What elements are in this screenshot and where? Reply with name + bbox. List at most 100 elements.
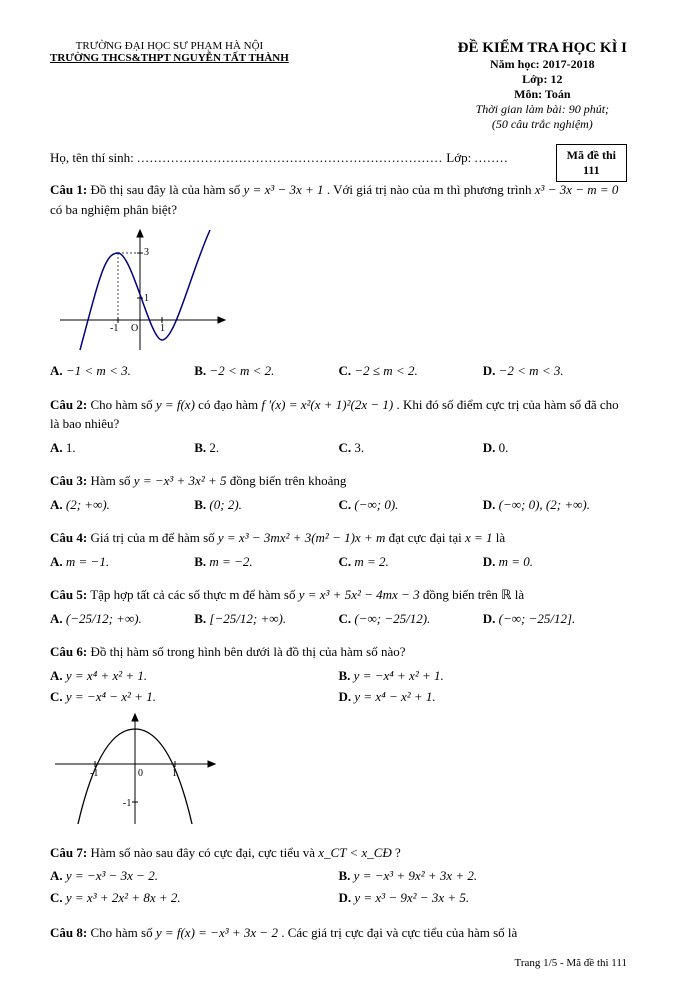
- svg-text:O: O: [131, 323, 138, 334]
- question-2: Câu 2: Cho hàm số y = f(x) có đạo hàm f …: [50, 395, 627, 458]
- q7-C: y = x³ + 2x² + 8x + 2.: [66, 890, 181, 905]
- q1-text-b: . Với giá trị nào của m thì phương trình: [327, 182, 535, 197]
- code-label: Mã đề thi: [567, 148, 616, 163]
- question-7: Câu 7: Hàm số nào sau đây có cực đại, cự…: [50, 843, 627, 910]
- exam-code-box: Mã đề thi 111: [556, 144, 627, 182]
- subject: Môn: Toán: [458, 87, 627, 102]
- q4-text-a: Giá trị của m để hàm số: [90, 530, 217, 545]
- q1-C: −2 ≤ m < 2.: [354, 363, 417, 378]
- q1-D: −2 < m < 3.: [499, 363, 564, 378]
- q4-text-c: là: [496, 530, 505, 545]
- q6-D: y = x⁴ − x² + 1.: [354, 689, 435, 704]
- page-header: TRƯỜNG ĐẠI HỌC SƯ PHẠM HÀ NỘI TRƯỜNG THC…: [50, 40, 627, 132]
- q7-cond: x_CT < x_CĐ: [318, 845, 392, 860]
- q2-B: 2.: [209, 440, 219, 455]
- exam-title: ĐỀ KIỂM TRA HỌC KÌ I: [458, 40, 627, 57]
- title-block: ĐỀ KIỂM TRA HỌC KÌ I Năm học: 2017-2018 …: [458, 40, 627, 132]
- q3-text-b: đồng biến trên khoảng: [230, 473, 347, 488]
- q1-text-c: có ba nghiệm phân biệt?: [50, 202, 177, 217]
- q7-options: A. y = −x³ − 3x − 2. B. y = −x³ + 9x² + …: [50, 866, 627, 909]
- q1-B: −2 < m < 2.: [209, 363, 274, 378]
- count: (50 câu trắc nghiệm): [458, 117, 627, 132]
- q7-label: Câu 7:: [50, 845, 87, 860]
- q4-options: A. m = −1. B. m = −2. C. m = 2. D. m = 0…: [50, 552, 627, 572]
- question-4: Câu 4: Giá trị của m để hàm số y = x³ − …: [50, 528, 627, 571]
- q3-D: (−∞; 0), (2; +∞).: [499, 497, 590, 512]
- q6-label: Câu 6:: [50, 644, 87, 659]
- q4-fn: y = x³ − 3mx² + 3(m² − 1)x + m: [218, 530, 385, 545]
- q4-C: m = 2.: [354, 554, 388, 569]
- q5-D: (−∞; −25/12].: [499, 611, 576, 626]
- q4-label: Câu 4:: [50, 530, 87, 545]
- q3-fn: y = −x³ + 3x² + 5: [134, 473, 227, 488]
- q8-fn: y = f(x) = −x³ + 3x − 2: [156, 925, 278, 940]
- q8-text-a: Cho hàm số: [90, 925, 155, 940]
- q4-D: m = 0.: [499, 554, 533, 569]
- svg-text:3: 3: [144, 247, 149, 258]
- q5-C: (−∞; −25/12).: [354, 611, 430, 626]
- q4-B: m = −2.: [209, 554, 252, 569]
- school-line1: TRƯỜNG ĐẠI HỌC SƯ PHẠM HÀ NỘI: [50, 40, 289, 52]
- svg-text:-1: -1: [110, 323, 118, 334]
- q1-fn: y = x³ − 3x + 1: [244, 182, 324, 197]
- q2-text-a: Cho hàm số: [90, 397, 155, 412]
- q3-B: (0; 2).: [209, 497, 242, 512]
- q7-text-a: Hàm số nào sau đây có cực đại, cực tiểu …: [90, 845, 318, 860]
- svg-text:-1: -1: [123, 798, 131, 809]
- question-3: Câu 3: Hàm số y = −x³ + 3x² + 5 đồng biế…: [50, 471, 627, 514]
- school-line2: TRƯỜNG THCS&THPT NGUYỄN TẤT THÀNH: [50, 52, 289, 64]
- q3-C: (−∞; 0).: [354, 497, 398, 512]
- svg-text:1: 1: [160, 323, 165, 334]
- q1-text-a: Đồ thị sau đây là của hàm số: [90, 182, 243, 197]
- svg-text:0: 0: [138, 768, 143, 779]
- q5-label: Câu 5:: [50, 587, 87, 602]
- q3-label: Câu 3:: [50, 473, 87, 488]
- q2-label: Câu 2:: [50, 397, 87, 412]
- q5-B: [−25/12; +∞).: [209, 611, 286, 626]
- q2-C: 3.: [354, 440, 364, 455]
- q6-C: y = −x⁴ − x² + 1.: [66, 689, 156, 704]
- code-value: 111: [567, 163, 616, 178]
- q5-fn: y = x³ + 5x² − 4mx − 3: [299, 587, 420, 602]
- class-label: Lớp:: [446, 150, 471, 165]
- question-6: Câu 6: Đồ thị hàm số trong hình bên dưới…: [50, 642, 627, 829]
- q3-options: A. (2; +∞). B. (0; 2). C. (−∞; 0). D. (−…: [50, 495, 627, 515]
- q8-text-b: . Các giá trị cực đại và cực tiểu của hà…: [281, 925, 517, 940]
- q1-label: Câu 1:: [50, 182, 87, 197]
- duration: Thời gian làm bài: 90 phút;: [458, 102, 627, 117]
- q6-text: Đồ thị hàm số trong hình bên dưới là đồ …: [90, 644, 405, 659]
- q2-A: 1.: [66, 440, 76, 455]
- q3-A: (2; +∞).: [66, 497, 110, 512]
- svg-text:1: 1: [144, 293, 149, 304]
- q5-A: (−25/12; +∞).: [66, 611, 142, 626]
- school-block: TRƯỜNG ĐẠI HỌC SƯ PHẠM HÀ NỘI TRƯỜNG THC…: [50, 40, 289, 132]
- year: Năm học: 2017-2018: [458, 57, 627, 72]
- q5-text-a: Tập hợp tất cả các số thực m để hàm số: [90, 587, 299, 602]
- name-dots: ........................................…: [137, 150, 443, 165]
- q7-A: y = −x³ − 3x − 2.: [66, 868, 158, 883]
- q6-graph: -1 1 0 -1: [50, 709, 220, 829]
- class-dots: ........: [474, 150, 508, 165]
- q4-A: m = −1.: [66, 554, 109, 569]
- grade: Lớp: 12: [458, 72, 627, 87]
- q1-eq: x³ − 3x − m = 0: [535, 182, 619, 197]
- page-footer: Trang 1/5 - Mã đề thi 111: [50, 957, 627, 969]
- q6-options: A. y = x⁴ + x² + 1. B. y = −x⁴ + x² + 1.…: [50, 666, 627, 709]
- q7-D: y = x³ − 9x² − 3x + 5.: [354, 890, 469, 905]
- q4-text-b: đạt cực đại tại: [389, 530, 465, 545]
- q3-text-a: Hàm số: [90, 473, 133, 488]
- question-8: Câu 8: Cho hàm số y = f(x) = −x³ + 3x − …: [50, 923, 627, 943]
- q2-D: 0.: [499, 440, 509, 455]
- q2-text-b: có đạo hàm: [198, 397, 261, 412]
- q1-options: A. −1 < m < 3. B. −2 < m < 2. C. −2 ≤ m …: [50, 361, 627, 381]
- q1-A: −1 < m < 3.: [66, 363, 131, 378]
- q5-text-b: đồng biến trên ℝ là: [423, 587, 524, 602]
- q6-A: y = x⁴ + x² + 1.: [66, 668, 147, 683]
- q7-text-b: ?: [395, 845, 401, 860]
- q7-B: y = −x³ + 9x² + 3x + 2.: [354, 868, 478, 883]
- q2-options: A. 1. B. 2. C. 3. D. 0.: [50, 438, 627, 458]
- q6-B: y = −x⁴ + x² + 1.: [354, 668, 444, 683]
- question-1: Câu 1: Đồ thị sau đây là của hàm số y = …: [50, 180, 627, 381]
- q1-graph: -1 1 O 1 3: [50, 225, 230, 355]
- question-5: Câu 5: Tập hợp tất cả các số thực m để h…: [50, 585, 627, 628]
